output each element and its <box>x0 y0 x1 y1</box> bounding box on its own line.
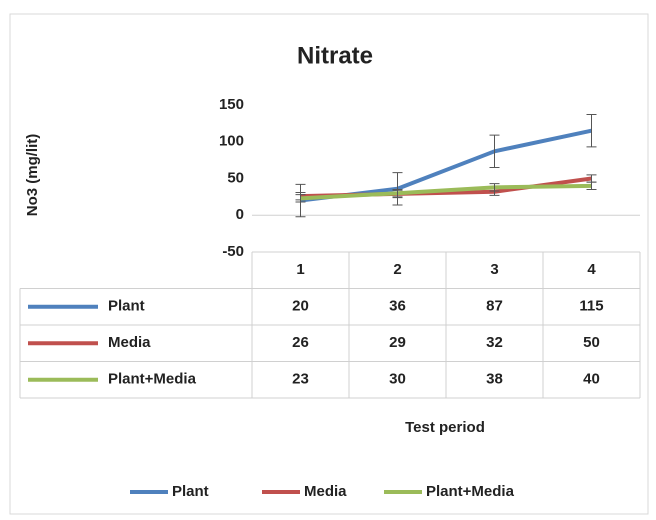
table-row-label: Plant <box>108 298 145 315</box>
table-cell: 115 <box>579 298 603 315</box>
chart-title: Nitrate <box>297 42 373 69</box>
y-tick-label: -50 <box>222 243 244 260</box>
error-bar <box>392 189 403 198</box>
legend-label: Media <box>304 483 347 500</box>
y-tick-label: 0 <box>236 206 244 223</box>
table-cell: 87 <box>486 298 503 315</box>
table-cell: 38 <box>486 371 503 388</box>
table-cell: 26 <box>292 334 309 351</box>
table-row-label: Media <box>108 334 151 351</box>
y-tick-label: 50 <box>227 169 244 186</box>
table-row-label: Plant+Media <box>108 371 197 388</box>
x-axis-label: Test period <box>405 419 485 436</box>
table-cell: 36 <box>389 298 406 315</box>
error-bar <box>295 194 306 203</box>
table-cell: 32 <box>486 334 503 351</box>
x-tick-label: 3 <box>490 261 498 278</box>
error-bar <box>586 181 597 191</box>
table-cell: 40 <box>583 371 600 388</box>
table-cell: 29 <box>389 334 406 351</box>
y-tick-label: 150 <box>219 96 244 113</box>
error-bar <box>489 134 500 168</box>
y-tick-label: 100 <box>219 133 244 150</box>
x-tick-label: 4 <box>587 261 596 278</box>
error-bar <box>392 172 403 206</box>
legend-label: Plant+Media <box>426 483 515 500</box>
y-axis-label: No3 (mg/lit) <box>24 134 41 217</box>
error-bar <box>489 183 500 192</box>
table-cell: 50 <box>583 334 600 351</box>
x-tick-label: 2 <box>393 261 401 278</box>
table-cell: 20 <box>292 298 309 315</box>
error-bar <box>586 114 597 148</box>
series-line <box>300 183 592 201</box>
table-cell: 30 <box>389 371 406 388</box>
chart-border <box>9 13 649 515</box>
legend-label: Plant <box>172 483 209 500</box>
table-cell: 23 <box>292 371 309 388</box>
x-tick-label: 1 <box>296 261 304 278</box>
